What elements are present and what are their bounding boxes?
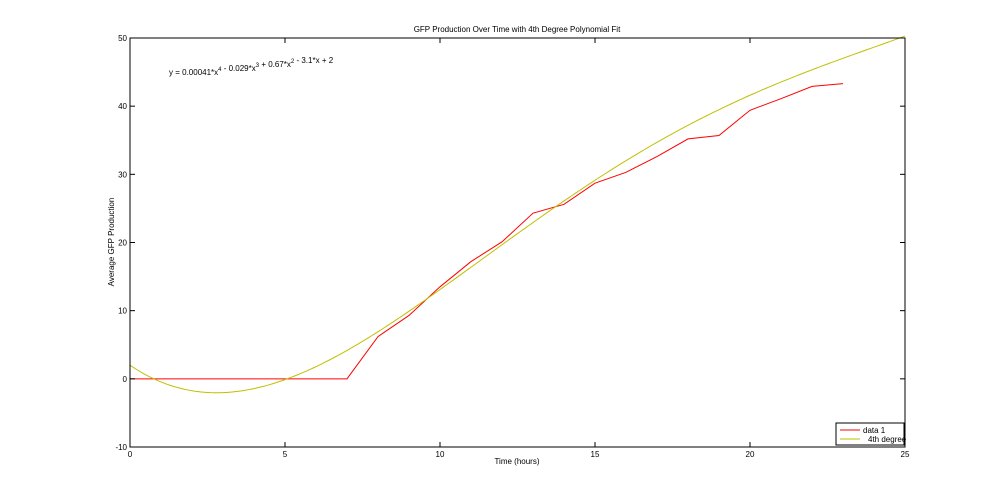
y-tick-label: -10 bbox=[115, 443, 127, 452]
x-tick-label: 15 bbox=[591, 450, 600, 459]
legend-label-4th-degree: 4th degree bbox=[868, 435, 907, 444]
x-tick-label: 0 bbox=[128, 450, 133, 459]
y-axis-label: Average GFP Production bbox=[107, 198, 116, 287]
chart-title: GFP Production Over Time with 4th Degree… bbox=[414, 25, 621, 34]
x-axis-label: Time (hours) bbox=[494, 457, 539, 466]
equation-annotation: y = 0.00041*x4 - 0.029*x3 + 0.67*x2 - 3.… bbox=[169, 56, 334, 77]
legend-label-data-1: data 1 bbox=[863, 426, 886, 435]
y-tick-label: 40 bbox=[118, 102, 127, 111]
axes-frame bbox=[129, 37, 906, 448]
plot-area bbox=[129, 35, 906, 394]
x-tick-label: 5 bbox=[283, 450, 288, 459]
series-line-data-1 bbox=[130, 83, 844, 380]
x-tick-label: 25 bbox=[901, 450, 910, 459]
y-tick-label: 50 bbox=[118, 34, 127, 43]
y-tick-label: 30 bbox=[118, 170, 127, 179]
y-tick-label: 10 bbox=[118, 307, 127, 316]
x-tick-label: 20 bbox=[746, 450, 755, 459]
x-tick-label: 10 bbox=[436, 450, 445, 459]
y-tick-label: 20 bbox=[118, 239, 127, 248]
series-line-4th-degree bbox=[129, 35, 906, 394]
legend: data 1 4th degree bbox=[835, 422, 907, 446]
y-tick-label: 0 bbox=[123, 375, 128, 384]
